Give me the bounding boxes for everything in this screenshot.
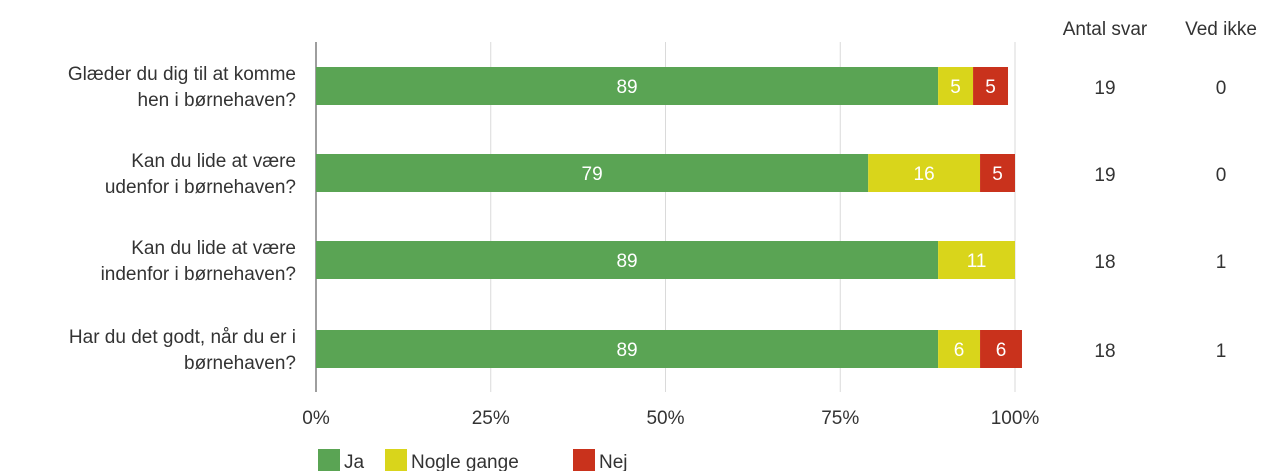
ved-ikke-value: 1 — [1216, 252, 1227, 273]
category-label: udenfor i børnehaven? — [105, 177, 296, 198]
data-label: 16 — [914, 164, 935, 185]
data-label: 6 — [954, 340, 965, 361]
category-label: Kan du lide at være — [131, 238, 296, 259]
x-tick-label: 50% — [646, 408, 684, 429]
bar-segment-nogle-gange — [938, 67, 974, 105]
bar-segment-nej — [980, 154, 1015, 192]
data-label: 79 — [582, 164, 603, 185]
bar-segment-nogle-gange — [868, 154, 981, 192]
ved-ikke-value: 1 — [1216, 341, 1227, 362]
bar-segment-nej — [980, 330, 1022, 368]
bar-segment-nogle-gange — [938, 330, 981, 368]
legend-swatch-nogle-gange — [385, 449, 407, 471]
ved-ikke-value: 0 — [1216, 165, 1227, 186]
x-tick-label: 75% — [821, 408, 859, 429]
data-label: 5 — [992, 164, 1003, 185]
antal-svar-value: 19 — [1094, 165, 1115, 186]
data-label: 89 — [616, 340, 637, 361]
legend-label: Nej — [599, 452, 628, 471]
data-label: 6 — [996, 340, 1007, 361]
bar-segment-nej — [973, 67, 1009, 105]
legend-label: Ja — [344, 452, 365, 471]
ved-ikke-value: 0 — [1216, 78, 1227, 99]
category-label: børnehaven? — [184, 353, 296, 374]
legend-swatch-ja — [318, 449, 340, 471]
category-label: Kan du lide at være — [131, 151, 296, 172]
antal-svar-value: 18 — [1094, 252, 1115, 273]
legend-label: Nogle gange — [411, 452, 519, 471]
data-label: 89 — [616, 251, 637, 272]
category-label: hen i børnehaven? — [138, 90, 296, 111]
antal-svar-header: Antal svar — [1063, 19, 1148, 40]
bar-segment-ja — [316, 67, 939, 105]
antal-svar-value: 19 — [1094, 78, 1115, 99]
category-label: indenfor i børnehaven? — [101, 264, 296, 285]
data-label: 89 — [616, 77, 637, 98]
bar-segment-ja — [316, 241, 939, 279]
bar-segment-nogle-gange — [938, 241, 1015, 279]
data-label: 11 — [967, 251, 987, 272]
category-label: Glæder du dig til at komme — [68, 64, 296, 85]
category-label: Har du det godt, når du er i — [69, 327, 296, 348]
x-tick-label: 0% — [302, 408, 330, 429]
x-tick-label: 100% — [991, 408, 1040, 429]
data-label: 5 — [950, 77, 961, 98]
x-tick-label: 25% — [472, 408, 510, 429]
legend-swatch-nej — [573, 449, 595, 471]
data-label: 5 — [985, 77, 996, 98]
bar-segment-ja — [316, 154, 869, 192]
ved-ikke-header: Ved ikke — [1185, 19, 1257, 40]
bar-segment-ja — [316, 330, 939, 368]
antal-svar-value: 18 — [1094, 341, 1115, 362]
